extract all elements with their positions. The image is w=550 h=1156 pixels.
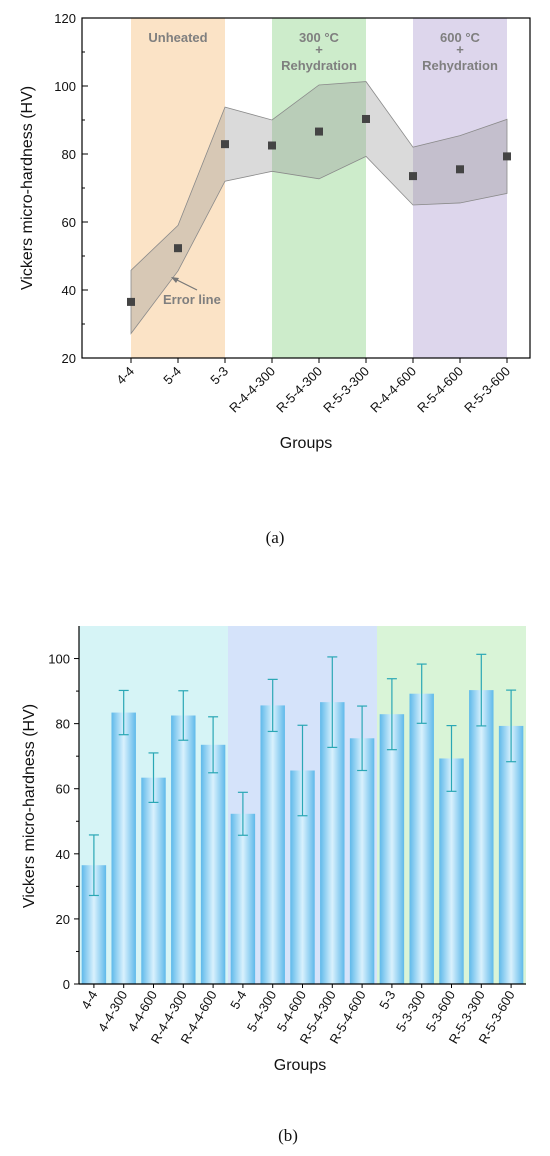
y-tick-label: 20	[62, 351, 76, 366]
data-point	[174, 244, 182, 253]
bar	[320, 702, 345, 984]
band-label-2: 300 °C	[299, 30, 340, 45]
bar	[141, 777, 166, 984]
x-tick-label: 5-3	[376, 988, 398, 1012]
data-point	[362, 114, 370, 123]
x-tick-label: R-5-4-600	[414, 364, 466, 416]
bar	[349, 738, 375, 984]
x-axis-label: Groups	[274, 1057, 326, 1074]
y-tick-label: 20	[56, 912, 70, 927]
y-tick-label: 80	[56, 717, 70, 732]
x-tick-label: 5-4	[160, 364, 184, 388]
caption-a: (a)	[266, 528, 285, 547]
bar	[111, 712, 136, 984]
band-2	[272, 18, 366, 358]
chart-b: 0204060801004-44-4-3004-4-600R-4-4-300R-…	[21, 626, 526, 1145]
x-tick-label: 4-4	[78, 988, 100, 1012]
x-tick-label: R-4-4-600	[367, 364, 419, 416]
annotation-arrowhead	[171, 277, 179, 283]
bar	[498, 725, 524, 984]
bar	[260, 705, 285, 984]
bar	[230, 813, 256, 984]
band-3	[413, 18, 507, 358]
band-label-2: Rehydration	[281, 58, 357, 73]
bar	[409, 693, 434, 984]
y-tick-label: 40	[56, 847, 70, 862]
data-point	[315, 127, 323, 136]
data-point	[456, 165, 464, 174]
bar	[200, 744, 226, 984]
x-tick-label: R-5-3-300	[320, 364, 372, 416]
y-tick-label: 80	[62, 147, 76, 162]
caption-b: (b)	[278, 1126, 298, 1145]
y-tick-label: 120	[54, 11, 76, 26]
y-axis-label: Vickers micro-hardness (HV)	[19, 86, 36, 290]
data-point	[221, 140, 229, 149]
y-tick-label: 60	[56, 782, 70, 797]
x-tick-label: R-5-3-600	[461, 364, 513, 416]
band-label-3: Rehydration	[422, 58, 498, 73]
bar	[171, 715, 196, 984]
bar	[439, 758, 464, 984]
y-axis-label: Vickers micro-hardness (HV)	[21, 704, 38, 908]
annotation-label: Error line	[163, 292, 221, 307]
y-tick-label: 100	[54, 79, 76, 94]
x-tick-label: 4-4	[113, 364, 137, 388]
data-point	[127, 297, 135, 306]
x-tick-label: 5-3	[207, 364, 231, 388]
data-point	[503, 152, 511, 161]
data-point	[409, 172, 417, 181]
band-label-3: 600 °C	[440, 30, 481, 45]
x-tick-label: R-4-4-300	[226, 364, 278, 416]
band-label-1: Unheated	[148, 30, 207, 45]
x-tick-label: 5-4	[227, 988, 249, 1012]
data-point	[268, 141, 276, 150]
y-tick-label: 0	[63, 977, 70, 992]
band-label-2: +	[315, 42, 323, 57]
band-label-3: +	[456, 42, 464, 57]
bar	[379, 714, 405, 984]
x-axis-label: Groups	[280, 435, 332, 452]
y-tick-label: 60	[62, 215, 76, 230]
bar	[469, 690, 494, 984]
x-tick-label: R-5-4-300	[273, 364, 325, 416]
y-tick-label: 40	[62, 283, 76, 298]
y-tick-label: 100	[48, 652, 70, 667]
band-1	[131, 18, 225, 358]
